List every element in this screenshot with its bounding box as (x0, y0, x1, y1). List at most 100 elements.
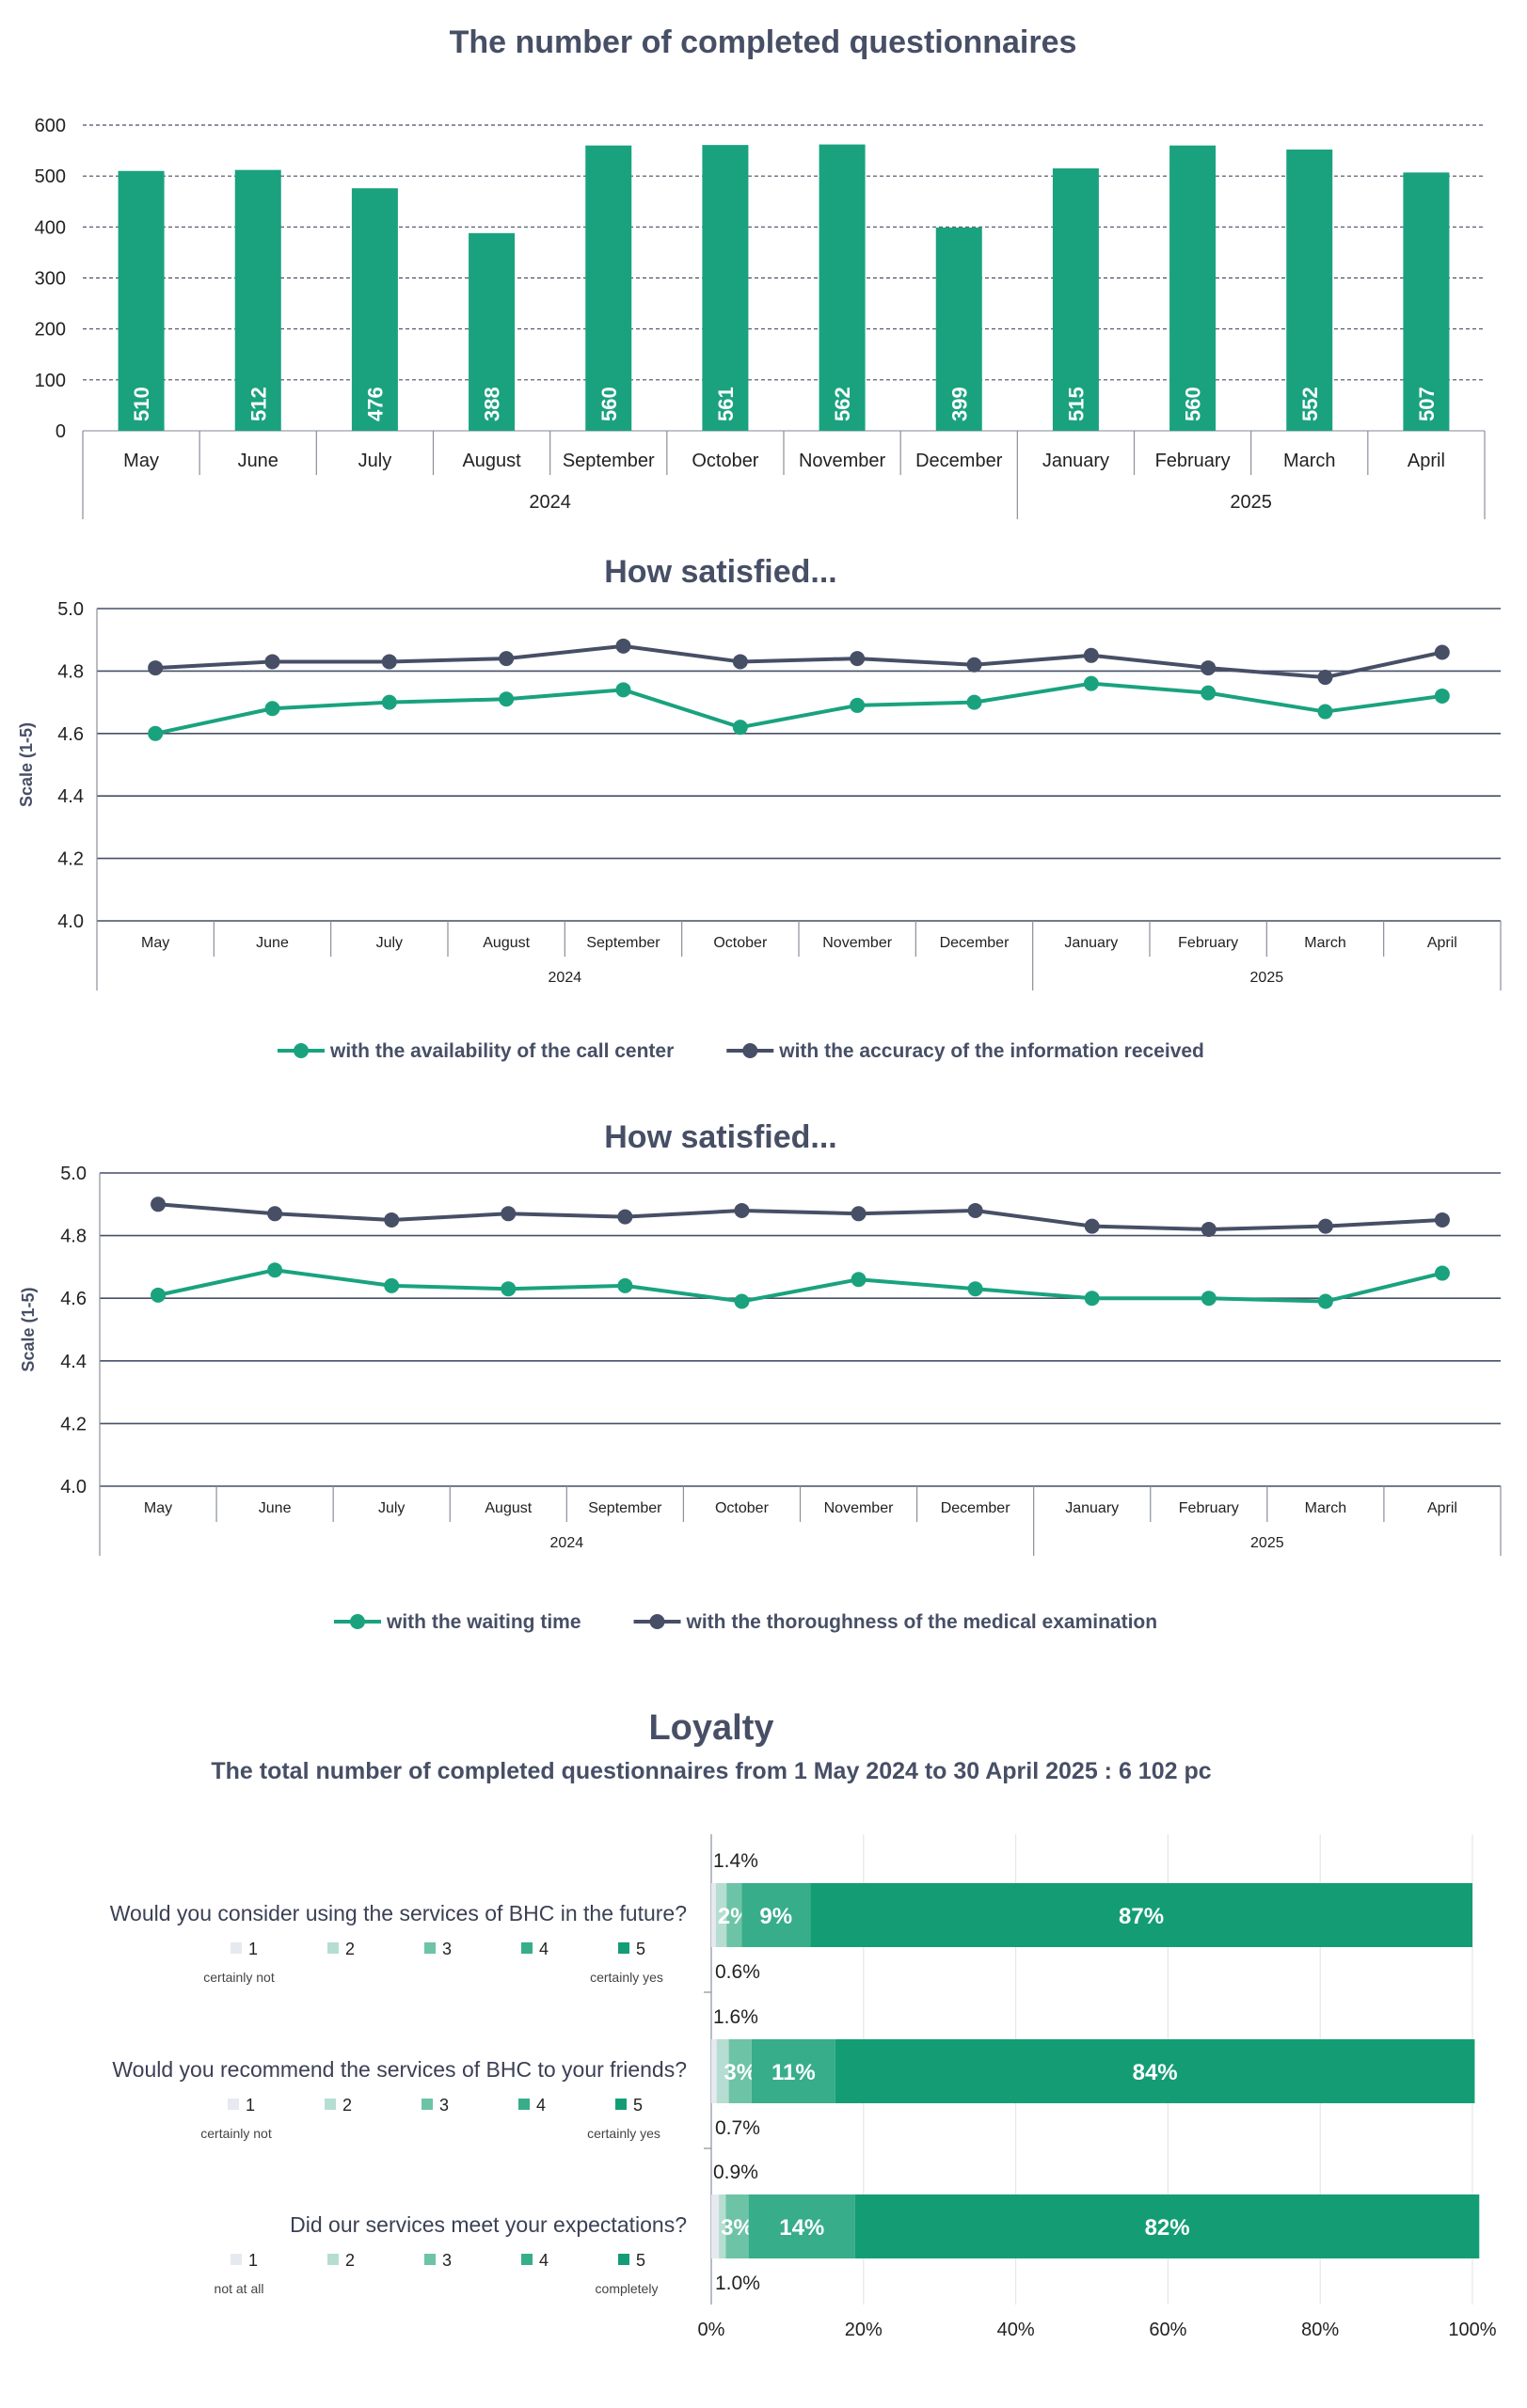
stacked-segment (711, 1883, 716, 1947)
x-tick-label: July (378, 1500, 405, 1516)
x-tick-label: December (940, 935, 1010, 951)
legend-level: 3 (442, 2251, 452, 2270)
stacked-segment (728, 2039, 752, 2103)
x-tick-label: November (799, 451, 886, 471)
legend-marker (294, 1043, 309, 1058)
chart-title: How satisfied... (604, 1119, 837, 1155)
segment-label: 14% (779, 2215, 824, 2241)
data-point (615, 682, 631, 698)
x-tick-label: 60% (1149, 2320, 1186, 2340)
legend-swatch (228, 2099, 239, 2110)
stacked-segment (711, 2039, 717, 2103)
x-tick-label: 20% (845, 2320, 883, 2340)
stacked-segment (854, 2194, 1480, 2258)
legend-swatch (231, 1942, 242, 1954)
legend-level: 1 (246, 2096, 255, 2115)
bar (234, 169, 281, 431)
small-value-label: 1.6% (713, 2006, 758, 2028)
stacked-segment (748, 2194, 855, 2258)
x-tick-label: May (144, 1500, 172, 1516)
stacked-segment (726, 1883, 742, 1947)
data-point (967, 1281, 983, 1297)
loyalty-chart: Loyalty The total number of completed que… (110, 1708, 1497, 2340)
small-value-label: 0.6% (715, 1961, 760, 1983)
y-tick-label: 500 (35, 166, 66, 187)
legend-swatch (615, 2099, 627, 2110)
year-label: 2024 (549, 970, 582, 986)
x-tick-label: February (1155, 451, 1231, 471)
stacked-segment (810, 1883, 1472, 1947)
data-point (148, 660, 164, 676)
legend-swatch (325, 2099, 336, 2110)
data-point (1084, 1291, 1100, 1307)
data-point (384, 1212, 400, 1228)
x-tick-label: March (1283, 451, 1336, 471)
legend-label: with the availability of the call center (329, 1040, 674, 1062)
segment-label: 11% (771, 2060, 816, 2085)
x-tick-label: November (822, 935, 892, 951)
data-point (151, 1287, 167, 1303)
bar-value-label: 512 (247, 387, 270, 421)
data-point (732, 720, 748, 736)
bar-value-label: 515 (1064, 387, 1088, 421)
data-point (499, 651, 515, 667)
small-value-label: 0.9% (713, 2162, 758, 2183)
legend-level: 5 (636, 2251, 645, 2270)
segment-label: 9% (759, 1904, 792, 1929)
line-chart: How satisfied... 4.0 4.2 4.4 4.6 4.8 5.0 Scale … (17, 554, 1502, 1062)
bar-value-label: 510 (130, 387, 153, 421)
x-tick-label: 40% (997, 2320, 1035, 2340)
scale-low-label: certainly not (203, 1970, 275, 1985)
legend-level: 2 (345, 2251, 355, 2270)
y-tick-label: 100 (35, 371, 66, 391)
data-point (1083, 647, 1099, 663)
bar-value-label: 562 (831, 387, 854, 421)
year-label: 2024 (529, 492, 571, 513)
legend-level: 2 (342, 2096, 352, 2115)
legend-level: 4 (539, 1940, 549, 1958)
bar-value-label: 561 (714, 387, 738, 421)
data-point (732, 654, 748, 670)
scale-high-label: certainly yes (587, 2126, 660, 2141)
y-axis-label: Scale (1-5) (17, 722, 36, 807)
x-tick-label: January (1065, 1500, 1119, 1516)
x-tick-label: September (586, 935, 660, 951)
x-tick-label: June (238, 451, 278, 471)
x-tick-label: October (713, 935, 768, 951)
bar (1052, 168, 1099, 431)
x-tick-label: September (563, 451, 655, 471)
scale-high-label: completely (596, 2281, 659, 2296)
chart-subtitle: The total number of completed questionna… (211, 1758, 1211, 1784)
legend-swatch (327, 1942, 339, 1954)
x-tick-label: January (1042, 451, 1109, 471)
bar-value-label: 476 (363, 387, 387, 421)
bar-chart: The number of completed questionnaires 0 1… (35, 24, 1486, 519)
segment-label: 3% (724, 2060, 756, 2085)
data-point (966, 694, 982, 710)
question-label: Would you recommend the services of BHC … (112, 2057, 687, 2082)
bar (1169, 145, 1217, 431)
legend-level: 1 (248, 2251, 258, 2270)
legend-marker (742, 1043, 758, 1058)
y-tick-label: 4.4 (57, 786, 84, 807)
x-tick-label: March (1304, 935, 1345, 951)
data-point (966, 657, 982, 673)
x-tick-label: October (692, 451, 758, 471)
bar-value-label: 560 (597, 387, 621, 421)
y-tick-label: 4.0 (57, 911, 84, 932)
data-point (1201, 685, 1217, 701)
year-label: 2025 (1230, 492, 1272, 513)
scale-low-label: certainly not (200, 2126, 272, 2141)
data-point (1434, 1212, 1450, 1228)
legend-label: with the waiting time (386, 1611, 581, 1633)
data-point (967, 1202, 983, 1218)
data-point (264, 701, 280, 717)
x-tick-label: April (1427, 1500, 1457, 1516)
bar (585, 145, 632, 431)
data-point (851, 1206, 867, 1222)
y-tick-label: 4.6 (60, 1289, 87, 1309)
x-tick-label: December (915, 451, 1003, 471)
stacked-segment (719, 2194, 726, 2258)
data-point (850, 697, 866, 713)
